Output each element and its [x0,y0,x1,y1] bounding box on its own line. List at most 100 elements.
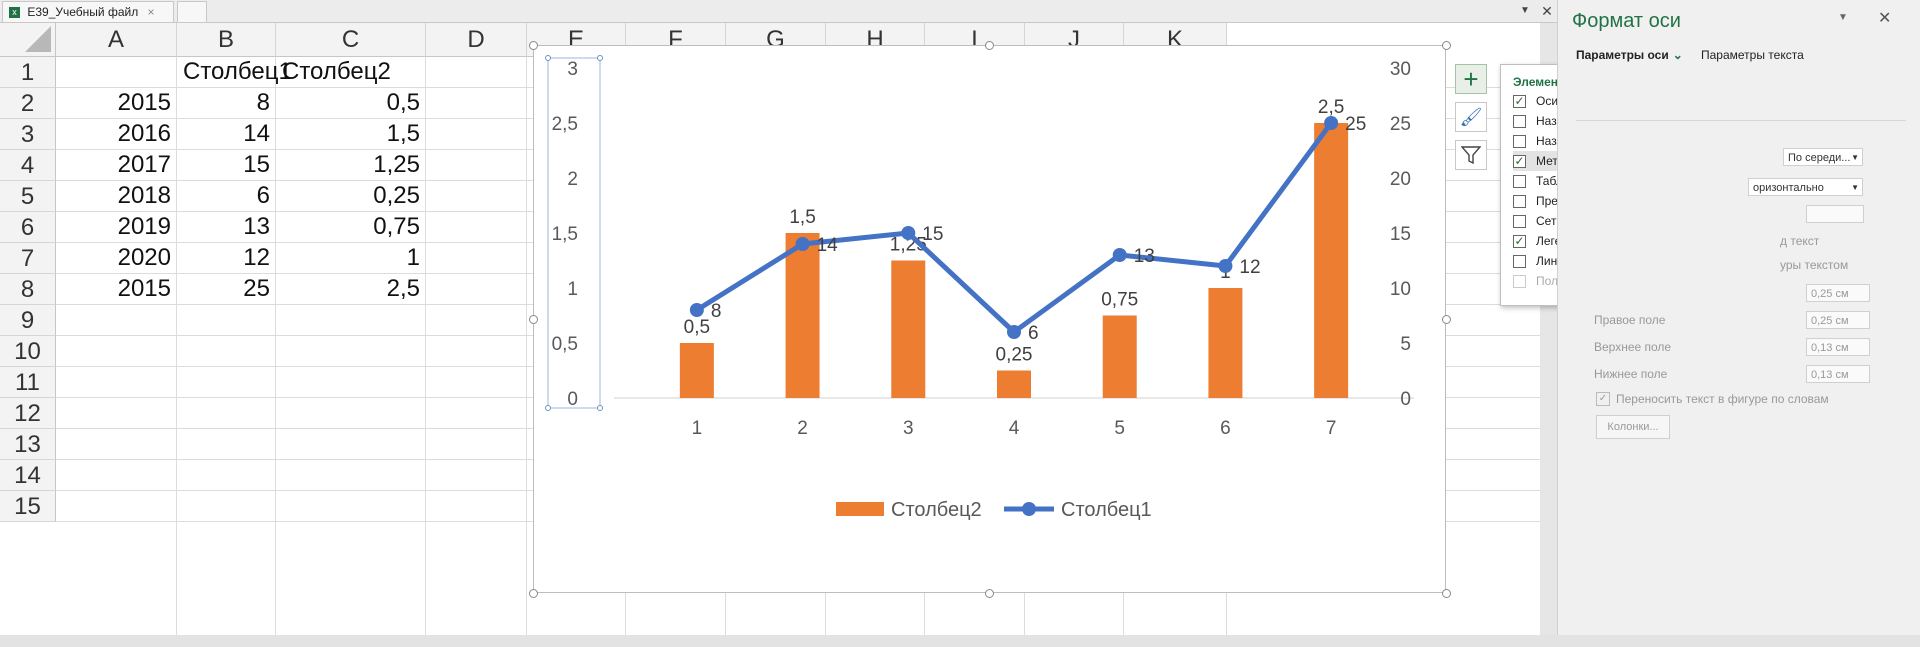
pane-divider [1576,120,1906,121]
cell-a8[interactable]: 2015 [117,275,171,302]
line-point [795,237,810,251]
header-cell-b1[interactable]: Столбец1 [183,58,292,85]
row-header-2[interactable]: 2 [0,88,56,119]
bar [679,343,714,398]
dropdown-icon[interactable]: ▼ [1520,5,1530,16]
close-window-icon[interactable]: ✕ [1541,3,1553,19]
excel-file-icon: x [9,7,20,19]
margin-input[interactable]: 0,13 см [1806,365,1870,383]
checkbox[interactable]: ✓ [1513,233,1526,248]
cell-a4[interactable]: 2017 [117,151,171,178]
chart-filters-button[interactable] [1455,140,1487,170]
select-all-triangle-icon [25,26,51,52]
columns-button[interactable]: Колонки... [1596,415,1670,439]
category-tick-label: 6 [1220,418,1231,439]
close-tab-icon[interactable]: × [147,5,155,19]
column-header-b[interactable]: B [177,23,276,57]
line-point [901,226,916,240]
left-axis-tick-label: 0 [567,389,578,410]
checkbox[interactable] [1513,274,1526,288]
cell-c7[interactable]: 1 [406,244,420,271]
row-header-5[interactable]: 5 [0,181,56,212]
cell-c3[interactable]: 1,5 [386,120,420,147]
column-header-a[interactable]: A [56,23,177,57]
cell-a5[interactable]: 2018 [117,182,171,209]
checkbox[interactable] [1513,114,1526,128]
checkbox[interactable]: ✓ [1513,153,1526,168]
cell-a3[interactable]: 2016 [117,120,171,147]
resize-handle[interactable] [985,588,994,598]
resize-handle[interactable] [528,588,538,598]
pane-options-icon[interactable]: ▼ [1838,12,1848,23]
checkbox[interactable] [1513,254,1526,268]
sheet-tab-bar: x E39_Учебный файл × ▼ ✕ [0,0,1557,23]
resize-handle[interactable] [985,40,994,50]
row-header-10[interactable]: 10 [0,336,56,367]
checkbox[interactable] [1513,214,1526,228]
wrap-checkbox[interactable]: ✓ [1596,392,1610,406]
row-header-4[interactable]: 4 [0,150,56,181]
line-data-label: 8 [711,301,722,322]
pane-close-icon[interactable]: ✕ [1878,10,1892,27]
row-header-1[interactable]: 1 [0,57,56,88]
row-header-11[interactable]: 11 [0,367,56,398]
cell-a2[interactable]: 2015 [117,89,171,116]
margin-input[interactable]: 0,13 см [1806,338,1870,356]
resize-handle[interactable] [528,40,538,50]
row-header-7[interactable]: 7 [0,243,56,274]
margin-input[interactable]: 0,25 см [1806,311,1870,329]
resize-handle[interactable] [1441,588,1451,598]
row-header-6[interactable]: 6 [0,212,56,243]
cell-b5[interactable]: 6 [256,182,270,209]
category-tick-label: 1 [692,418,703,439]
row-header-12[interactable]: 12 [0,398,56,429]
cell-b8[interactable]: 25 [243,275,270,302]
custom-angle-input[interactable] [1806,205,1864,223]
tab-text-options[interactable]: Параметры текста [1701,48,1804,62]
cell-b7[interactable]: 12 [243,244,270,271]
category-tick-label: 5 [1114,418,1125,439]
row-header-9[interactable]: 9 [0,305,56,336]
resize-handle[interactable] [1441,40,1451,50]
cell-c6[interactable]: 0,75 [373,213,420,240]
select-all-corner[interactable] [0,23,56,57]
row-header-13[interactable]: 13 [0,429,56,460]
cell-c8[interactable]: 2,5 [386,275,420,302]
tab-axis-options[interactable]: Параметры оси ⌄ [1576,48,1683,62]
line-data-label: 15 [922,224,943,245]
checkbox[interactable]: ✓ [1513,93,1526,108]
margin-input[interactable]: 0,25 см [1806,284,1870,302]
cell-c5[interactable]: 0,25 [373,182,420,209]
new-tab[interactable] [177,1,207,22]
right-axis-tick-label: 30 [1390,59,1411,80]
checkbox[interactable] [1513,194,1526,208]
row-header-14[interactable]: 14 [0,460,56,491]
cell-c2[interactable]: 0,5 [386,89,420,116]
column-header-c[interactable]: C [276,23,426,57]
vertical-align-select[interactable]: По середи... ▼ [1783,148,1863,166]
cell-b4[interactable]: 15 [243,151,270,178]
resize-handle[interactable] [528,314,538,324]
checkbox[interactable] [1513,134,1526,148]
row-header-8[interactable]: 8 [0,274,56,305]
cell-a6[interactable]: 2019 [117,213,171,240]
checkbox[interactable] [1513,174,1526,188]
left-axis-tick-label: 1,5 [552,224,578,245]
cell-c4[interactable]: 1,25 [373,151,420,178]
resize-handle[interactable] [1441,314,1451,324]
text-direction-select[interactable]: оризонтально ▼ [1748,178,1863,196]
cell-b2[interactable]: 8 [256,89,270,116]
combo-chart[interactable]: 0 0,5 1 1,5 2 2,5 3 0 5 10 15 20 25 30 1 2 3 4 5 6 7 0,5 1,5 1,… [533,45,1446,593]
cell-b3[interactable]: 14 [243,120,270,147]
column-header-d[interactable]: D [426,23,527,57]
row-header-3[interactable]: 3 [0,119,56,150]
chart-styles-button[interactable]: 🖌 [1455,102,1487,132]
cell-a7[interactable]: 2020 [117,244,171,271]
cell-b6[interactable]: 13 [243,213,270,240]
header-cell-c1[interactable]: Столбец2 [282,58,391,85]
workbook-tab[interactable]: x E39_Учебный файл × [2,1,174,22]
chart-elements-button[interactable]: + [1455,64,1487,94]
chart-element-0[interactable]: ✓ Оси [1513,91,1763,111]
row-header-15[interactable]: 15 [0,491,56,522]
wrap-text-option[interactable]: ✓ Переносить текст в фигуре по словам [1596,392,1829,406]
